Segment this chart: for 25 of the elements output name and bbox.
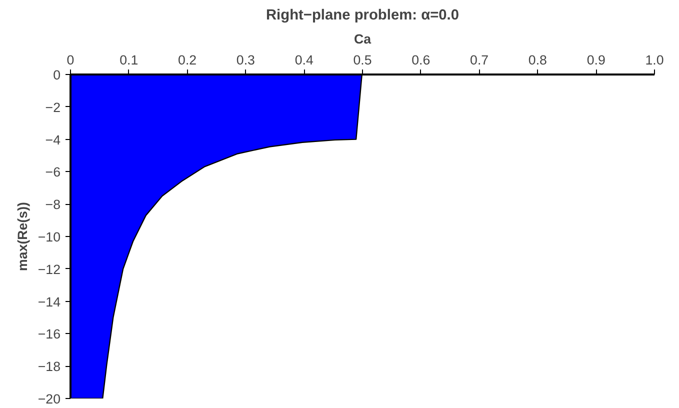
chart-title: Right−plane problem: α=0.0 xyxy=(266,8,460,24)
y-tick-label: −14 xyxy=(38,294,62,310)
y-tick-label: −16 xyxy=(38,326,60,342)
x-axis-title: Ca xyxy=(354,32,372,46)
x-tick-label: 0.1 xyxy=(120,52,138,68)
y-tick-label: −4 xyxy=(45,132,62,148)
y-tick-label: −18 xyxy=(38,359,60,374)
x-tick-label: 1.0 xyxy=(645,52,664,68)
x-tick-label: 0.8 xyxy=(528,52,547,68)
y-tick-label: −6 xyxy=(45,164,61,180)
x-tick-label: 0.2 xyxy=(178,52,197,68)
y-tick-label: −10 xyxy=(38,230,60,244)
x-tick-label: 0 xyxy=(66,52,74,68)
y-tick-label: −8 xyxy=(45,197,61,212)
y-axis-title: max(Re(s)) xyxy=(14,202,30,271)
x-tick-label: 0.9 xyxy=(586,52,606,68)
y-tick-label: 0 xyxy=(53,68,61,82)
x-tick-label: 0.5 xyxy=(353,52,372,68)
x-tick-label: 0.3 xyxy=(236,52,255,68)
x-tick-label: 0.4 xyxy=(294,52,314,68)
y-tick-label: −2 xyxy=(45,100,61,115)
x-tick-label: 0.6 xyxy=(412,52,430,68)
x-tick-label: 0.7 xyxy=(470,52,489,68)
y-tick-label: −20 xyxy=(38,392,60,406)
y-tick-label: −12 xyxy=(38,262,60,277)
